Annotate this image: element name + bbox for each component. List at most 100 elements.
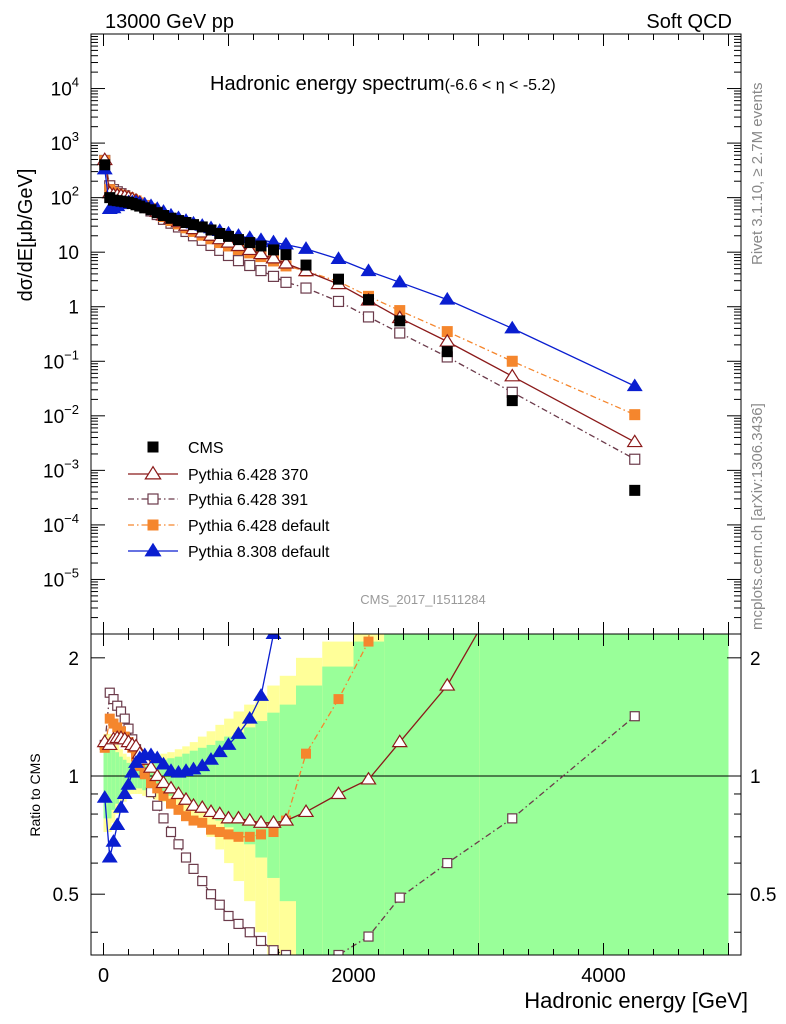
ratio-point-pythia-6-428-370	[185, 797, 202, 811]
data-point-pythia-6-428-370	[277, 255, 295, 269]
y-tick-label-bottom-right: 2	[750, 649, 761, 670]
legend-marker-pythia-6-428-370	[144, 465, 162, 480]
series-line-pythia-6-428-default	[104, 160, 636, 416]
watermark: CMS_2017_I1511284	[360, 592, 486, 607]
data-point-pythia-6-428-391	[300, 282, 312, 294]
ratio-point-pythia-6-428-370	[297, 804, 315, 818]
ratio-point-pythia-6-428-370	[177, 791, 195, 805]
y-tick-label-top: 1	[68, 298, 79, 319]
uncertainty-band-inner	[423, 634, 480, 955]
y-tick-label-bottom-right: 1	[750, 767, 761, 788]
ratio-panel-frame	[90, 633, 742, 956]
data-point-cms	[268, 244, 279, 256]
y-tick-label-top: 10−2	[43, 402, 79, 428]
ratio-point-pythia-6-428-391	[197, 875, 208, 887]
ratio-point-pythia-6-428-391	[333, 949, 344, 955]
x-axis-label: Hadronic energy [GeV]	[524, 988, 748, 1013]
legend-marker-pythia-6-428-default	[147, 519, 159, 531]
y-tick-label-top: 104	[51, 75, 79, 101]
data-point-pythia-6-428-391	[332, 295, 345, 308]
data-point-cms	[300, 259, 312, 271]
ratio-panel-series	[96, 230, 640, 955]
side-label-bottom: mcplots.cern.ch [arXiv:1306.3436]	[749, 403, 766, 630]
y-tick-label-top: 10−5	[43, 565, 79, 591]
ratio-point-pythia-8-308-default	[194, 758, 211, 772]
data-point-cms	[506, 395, 518, 407]
data-point-cms	[244, 237, 256, 249]
ratio-point-pythia-6-428-391	[205, 889, 217, 900]
data-point-cms	[99, 159, 111, 171]
ratio-point-pythia-6-428-391	[363, 931, 374, 942]
ratio-point-pythia-8-308-default	[230, 726, 247, 739]
data-point-pythia-6-428-391	[362, 311, 375, 323]
ratio-point-pythia-6-428-391	[300, 954, 312, 955]
ratio-point-pythia-6-428-default	[173, 804, 184, 815]
ratio-point-pythia-8-308-default	[96, 790, 113, 803]
y-tick-label-top: 10	[58, 243, 79, 264]
uncertainty-band-inner	[233, 732, 245, 835]
uncertainty-band-inner	[206, 744, 216, 815]
uncertainty-band-inner	[103, 742, 108, 819]
uncertainty-band-inner	[224, 736, 234, 828]
ratio-point-pythia-6-428-default	[333, 694, 344, 705]
ratio-point-pythia-6-428-370	[391, 734, 408, 748]
ratio-point-pythia-6-428-default	[152, 783, 163, 794]
data-point-pythia-6-428-391	[255, 264, 267, 277]
data-point-cms	[441, 346, 453, 358]
y-tick-label-bottom-right: 0.5	[750, 885, 776, 906]
ratio-point-pythia-8-308-default	[211, 744, 228, 758]
ratio-point-pythia-6-428-370	[265, 814, 282, 828]
ratio-point-pythia-6-428-default	[233, 831, 244, 842]
data-point-cms	[233, 234, 244, 246]
uncertainty-band-inner	[189, 750, 198, 806]
uncertainty-band-inner	[244, 727, 256, 845]
ratio-point-pythia-6-428-370	[220, 810, 237, 824]
uncertainty-band-inner	[147, 762, 155, 791]
data-point-cms	[394, 315, 406, 327]
ratio-point-pythia-8-308-default	[116, 786, 133, 799]
ratio-point-pythia-6-428-default	[395, 230, 404, 239]
ratio-point-pythia-8-308-default	[241, 710, 258, 724]
uncertainty-band-inner	[215, 740, 225, 821]
y-tick-label-top: 10−1	[43, 347, 79, 373]
uncertainty-band-inner	[197, 747, 207, 810]
ratio-point-pythia-8-308-default	[220, 737, 237, 750]
header-left: 13000 GeV pp	[105, 11, 234, 33]
ratio-point-pythia-6-428-default	[223, 829, 234, 840]
ratio-point-pythia-8-308-default	[253, 688, 269, 701]
ratio-point-pythia-6-428-370	[252, 814, 270, 828]
y-axis-label-top: dσ/dE[μb/GeV]	[15, 169, 37, 302]
uncertainty-band-inner	[384, 634, 424, 955]
ratio-point-pythia-8-308-default	[265, 634, 282, 639]
ratio-point-pythia-6-428-370	[439, 677, 456, 691]
ratio-point-pythia-6-428-370	[241, 812, 258, 826]
y-tick-label-top: 10−4	[43, 511, 79, 537]
ratio-point-pythia-6-428-default	[256, 829, 266, 840]
ratio-point-pythia-6-428-370	[162, 780, 180, 794]
ratio-point-pythia-6-428-391	[268, 945, 279, 955]
y-tick-label-bottom-left: 2	[68, 649, 79, 670]
data-point-pythia-8-308-default	[360, 263, 377, 277]
series-line-pythia-6-428-391	[104, 160, 636, 460]
ratio-point-pythia-6-428-default	[206, 824, 216, 835]
ratio-point-pythia-6-428-default	[166, 798, 176, 809]
data-point-pythia-6-428-391	[232, 255, 245, 267]
uncertainty-band-inner	[322, 666, 354, 955]
ratio-point-pythia-8-308-default	[113, 800, 129, 813]
ratio-point-pythia-6-428-370	[170, 786, 187, 800]
ratio-point-pythia-6-428-default	[268, 827, 279, 838]
ratio-point-pythia-6-428-391	[158, 813, 169, 824]
legend-label-cms: CMS	[188, 440, 224, 457]
data-point-pythia-6-428-370	[439, 333, 456, 347]
header-right: Soft QCD	[646, 11, 732, 33]
ratio-point-pythia-6-428-370	[149, 768, 166, 782]
ratio-point-pythia-6-428-default	[363, 636, 374, 647]
ratio-point-pythia-6-428-370	[194, 799, 211, 813]
data-point-pythia-6-428-391	[629, 453, 641, 465]
ratio-point-pythia-6-428-391	[223, 910, 234, 922]
data-point-pythia-6-428-370	[252, 246, 270, 260]
legend-marker-cms	[147, 441, 159, 453]
ratio-point-pythia-6-428-370	[211, 806, 228, 820]
legend: CMS Pythia 6.428 370 Pythia 6.428 391 Pythi…	[128, 440, 330, 561]
